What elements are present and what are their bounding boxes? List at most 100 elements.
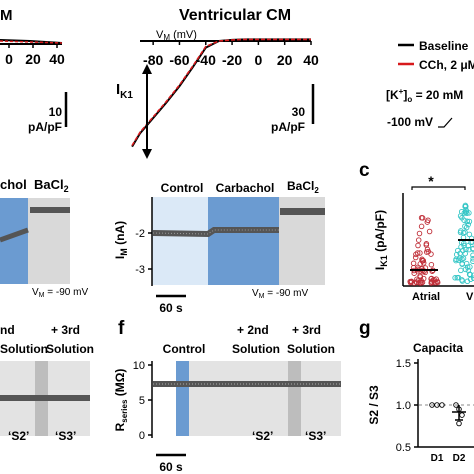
mid-left-carbachol-label: chol: [0, 177, 27, 192]
im-trace-panel: Control Carbachol BaCl2 -2 -3 IM (nA) 60…: [113, 179, 325, 315]
bottom-left-s2-label: ‘S2’: [8, 429, 29, 443]
mid-left-bacl2-trace: [30, 207, 70, 213]
panel-g-label: g: [359, 318, 371, 339]
ventricular-data-point: [466, 271, 473, 278]
panel-f-s3-shade: [301, 361, 341, 436]
atrial-data-point: [420, 257, 427, 264]
atrial-data-point: [416, 230, 423, 237]
ik1-arrow-down-icon: [142, 149, 152, 159]
atrial-data-point: [420, 275, 427, 282]
ventricular-data-point: [466, 210, 472, 216]
panel-f-second-top: + 2nd: [237, 323, 269, 337]
legend-baseline-label: Baseline: [419, 39, 469, 53]
im-time-scale-label: 60 s: [159, 301, 183, 315]
atrial-data-point: [412, 254, 419, 261]
bottom-left-s3-label: ‘S3’: [55, 429, 76, 443]
ventricular-data-point: [466, 231, 473, 238]
significance-bracket: [411, 186, 466, 190]
ventricular-data-point: [463, 207, 469, 213]
ventricular-tick-label: -20: [222, 52, 242, 68]
ventricular-data-point: [459, 256, 465, 262]
ventricular-data-point: [463, 260, 470, 267]
top-left-cch-trace: [0, 40, 63, 44]
ventricular-data-point: [453, 251, 460, 258]
atrial-data-point: [410, 260, 417, 267]
im-current-trace-detail: [152, 229, 279, 235]
ventricular-data-point: [461, 217, 467, 223]
panel-f-carbachol-shade: [176, 361, 189, 436]
top-left-panel: M 0 20 40 10 pA/pF: [0, 7, 68, 134]
ventricular-iv-panel: Ventricular CM VM (mV) -80 -60 -40 -20 0 20 40…: [116, 7, 319, 159]
panel-g-ytick-label: 1.0: [396, 400, 411, 412]
ventricular-data-point: [458, 267, 464, 274]
panel-f-ytick-label: 0: [139, 430, 145, 442]
ventricular-dots: [452, 202, 474, 285]
bottom-left-nd: nd: [0, 323, 15, 337]
atrial-data-point: [428, 280, 434, 286]
atrial-data-point: [430, 277, 436, 283]
atrial-data-point: [407, 278, 413, 285]
im-bacl2-trace: [280, 208, 325, 215]
panel-f-ytick-label: 10: [133, 360, 145, 372]
atrial-data-point: [418, 223, 425, 230]
ventricular-data-point: [470, 245, 474, 252]
panel-g-y-label: S2 / S3: [367, 385, 381, 425]
atrial-data-point: [415, 242, 421, 249]
panel-f-second-bottom: Solution: [232, 342, 280, 356]
ventricular-data-point: [464, 218, 470, 225]
panel-g: g Capacita 1.5 1.0 0.5 S2 / S3 D1 D2: [359, 318, 474, 464]
panel-f-ytick-label: 5: [139, 395, 145, 407]
ventricular-tick-label: -80: [143, 52, 163, 68]
im-control-label: Control: [161, 181, 204, 195]
mid-left-carbachol-shade: [0, 198, 28, 284]
protocol-ramp-icon: [438, 117, 453, 128]
legend: Baseline CCh, 2 μM [K+]o = 20 mM -100 mV: [386, 39, 474, 129]
ventricular-data-point: [466, 218, 473, 225]
ventricular-tick-label: -60: [169, 52, 189, 68]
bottom-left-solution-2: Solution: [46, 342, 94, 356]
panel-g-title: Capacita: [413, 341, 463, 355]
panel-c-category-v: V: [466, 291, 474, 303]
panel-g-marks: [429, 402, 466, 427]
panel-f-label: f: [118, 318, 125, 339]
top-left-scale-value: 10: [49, 105, 63, 119]
panel-f: f Control + 2nd Solution + 3rd Solution …: [113, 318, 341, 474]
bottom-left-trace: [0, 395, 90, 401]
mid-left-carbachol-trace: [0, 227, 29, 243]
legend-protocol-label: -100 mV: [387, 115, 433, 129]
mid-left-panel: chol BaCl2 VM = -90 mV: [0, 177, 88, 299]
panel-g-category-d1: D1: [431, 453, 444, 464]
panel-c: c IK1 (pA/pF) * Atrial V: [359, 160, 474, 303]
panel-f-y-label: Rseries (MΩ): [113, 369, 129, 432]
panel-f-separator-shade: [288, 361, 301, 436]
ventricular-data-point: [462, 223, 468, 229]
ventricular-tick-label: 40: [303, 52, 319, 68]
atrial-data-point: [426, 228, 433, 235]
atrial-data-point: [424, 246, 431, 253]
ventricular-data-point: [463, 246, 469, 253]
im-ytick-label: -2: [135, 228, 145, 240]
atrial-data-point: [419, 266, 425, 272]
atrial-dots: [407, 215, 441, 286]
ventricular-scale-value: 30: [292, 105, 306, 119]
atrial-data-point: [417, 250, 423, 256]
ventricular-ticks: -80 -60 -40 -20 0 20 40: [143, 41, 319, 68]
panel-f-third-top: + 3rd: [292, 323, 321, 337]
atrial-data-point: [415, 277, 422, 283]
significance-star: *: [428, 173, 434, 189]
panel-f-time-scale-label: 60 s: [159, 460, 183, 474]
im-vm-note: VM = -90 mV: [252, 288, 308, 300]
panel-f-third-bottom: Solution: [287, 342, 335, 356]
bottom-left-solution: Solution: [0, 342, 48, 356]
ventricular-cch-trace: [131, 38, 311, 146]
atrial-data-point: [429, 268, 435, 274]
ventricular-data-point: [459, 278, 466, 284]
panel-f-s2-label: ‘S2’: [252, 429, 273, 443]
ventricular-scale-unit: pA/pF: [271, 120, 305, 134]
bottom-left-panel: nd Solution + 3rd Solution ‘S2’ ‘S3’: [0, 323, 94, 443]
ventricular-data-point: [470, 256, 474, 262]
capacitance-data-point: [459, 412, 465, 418]
ventricular-data-point: [457, 213, 464, 219]
ik1-axis-label: IK1: [116, 81, 133, 101]
capacitance-data-point: [439, 402, 445, 408]
